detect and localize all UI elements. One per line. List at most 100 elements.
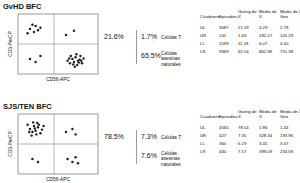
plot-area bbox=[18, 14, 98, 74]
table-cell: 78.54 bbox=[238, 125, 259, 133]
quadrant-percent: 65.5% bbox=[141, 52, 161, 59]
event-dot bbox=[36, 122, 38, 124]
event-dot bbox=[74, 56, 76, 58]
table-cell: 193.96 bbox=[280, 133, 300, 141]
table-cell: LL bbox=[200, 41, 219, 49]
table-cell: 399.09 bbox=[259, 149, 280, 157]
event-dot bbox=[33, 31, 35, 33]
event-dot bbox=[71, 58, 73, 60]
event-dot bbox=[39, 55, 41, 57]
table-cell: LL bbox=[200, 141, 219, 149]
table-cell: 234.69 bbox=[280, 149, 300, 157]
event-dot bbox=[80, 60, 82, 62]
table-cell: 862.96 bbox=[259, 49, 280, 57]
table-header: Media de X bbox=[259, 110, 280, 125]
panel-title: GvHD BFC bbox=[3, 2, 41, 11]
event-dot bbox=[26, 124, 28, 126]
population-label: Células asesinas naturales bbox=[161, 151, 197, 167]
table-cell: 6.19 bbox=[238, 141, 259, 149]
table-cell: 3.47 bbox=[280, 141, 300, 149]
event-dot bbox=[31, 131, 33, 133]
event-dot bbox=[35, 133, 37, 135]
table-cell: 11.18 bbox=[238, 41, 259, 49]
separator bbox=[136, 30, 137, 64]
x-axis-label: CD56-APC bbox=[46, 77, 70, 82]
event-dot bbox=[78, 61, 80, 63]
plot-frame bbox=[18, 114, 98, 174]
table-cell: 65.54 bbox=[238, 49, 259, 57]
event-dot bbox=[42, 125, 44, 127]
table-cell: 182.27 bbox=[259, 33, 280, 41]
table-cell: 3.45 bbox=[259, 141, 280, 149]
event-dot bbox=[38, 124, 40, 126]
table-cell: 755.38 bbox=[280, 49, 300, 57]
event-dot bbox=[29, 128, 31, 130]
table-cell: 7.35 bbox=[238, 133, 259, 141]
event-dot bbox=[74, 156, 76, 158]
quadrant-percent: 7.6% bbox=[141, 152, 157, 159]
table-header: Cuadrante bbox=[200, 110, 219, 125]
population-label: Células T bbox=[161, 35, 197, 40]
stats-table: CuadranteEpisodiosGating de XMedia de XM… bbox=[200, 10, 300, 57]
figure: CD3-PerCPCD56-APCCD3-PerCPCD56-APCGvHD B… bbox=[0, 0, 300, 183]
event-dot bbox=[34, 61, 36, 63]
event-dot bbox=[76, 64, 78, 66]
separator bbox=[136, 130, 137, 164]
event-dot bbox=[66, 60, 68, 62]
table-cell: 440 bbox=[219, 149, 238, 157]
event-dot bbox=[28, 131, 30, 133]
event-dot bbox=[66, 158, 68, 160]
table-cell: LR bbox=[200, 49, 219, 57]
gate-line bbox=[18, 144, 98, 145]
population-label: Células T bbox=[161, 135, 197, 140]
table-cell: UL bbox=[200, 25, 219, 33]
event-dot bbox=[72, 63, 74, 65]
table-cell: 105.29 bbox=[280, 33, 300, 41]
table-header: Media de X bbox=[259, 10, 280, 25]
event-dot bbox=[69, 62, 71, 64]
table-cell: 360 bbox=[219, 141, 238, 149]
event-dot bbox=[39, 132, 41, 134]
plot-area bbox=[18, 114, 98, 174]
event-dot bbox=[71, 161, 73, 163]
table-cell: 1.44 bbox=[280, 125, 300, 133]
event-dot bbox=[73, 61, 75, 63]
quadrant-percent: 21.6% bbox=[104, 33, 124, 40]
table-cell: 1599 bbox=[219, 41, 238, 49]
table-cell: LR bbox=[200, 149, 219, 157]
table-header: Gating de X bbox=[238, 110, 259, 125]
event-dot bbox=[34, 127, 36, 129]
table-cell: 2.78 bbox=[280, 25, 300, 33]
event-dot bbox=[41, 128, 43, 130]
event-dot bbox=[79, 55, 81, 57]
table-cell: UL bbox=[200, 125, 219, 133]
table-cell: 1.86 bbox=[259, 125, 280, 133]
table-header: Media de X Geo bbox=[280, 110, 300, 125]
event-dot bbox=[75, 53, 77, 55]
table-cell: UR bbox=[200, 33, 219, 41]
event-dot bbox=[82, 57, 84, 59]
event-dot bbox=[37, 29, 39, 31]
panel-title: SJS/TEN BFC bbox=[3, 102, 52, 111]
event-dot bbox=[77, 162, 79, 164]
event-dot bbox=[31, 24, 33, 26]
table-cell: 4565 bbox=[219, 125, 238, 133]
table-cell: 7.57 bbox=[238, 149, 259, 157]
y-axis-label: CD3-PerCP bbox=[8, 31, 13, 56]
event-dot bbox=[71, 128, 73, 130]
event-dot bbox=[65, 34, 67, 36]
x-axis-label: CD56-APC bbox=[46, 177, 70, 182]
event-dot bbox=[81, 62, 83, 64]
event-dot bbox=[26, 32, 28, 34]
event-dot bbox=[68, 57, 70, 59]
table-cell: 9369 bbox=[219, 49, 238, 57]
table-cell: 6.07 bbox=[259, 41, 280, 49]
event-dot bbox=[74, 133, 76, 135]
event-dot bbox=[29, 58, 31, 60]
event-dot bbox=[34, 25, 36, 27]
table-cell: 21.59 bbox=[238, 25, 259, 33]
table-cell: 4.29 bbox=[259, 25, 280, 33]
event-dot bbox=[74, 66, 76, 68]
table-header: Gating de X bbox=[238, 10, 259, 25]
stats-table: CuadranteEpisodiosGating de XMedia de XM… bbox=[200, 110, 300, 157]
